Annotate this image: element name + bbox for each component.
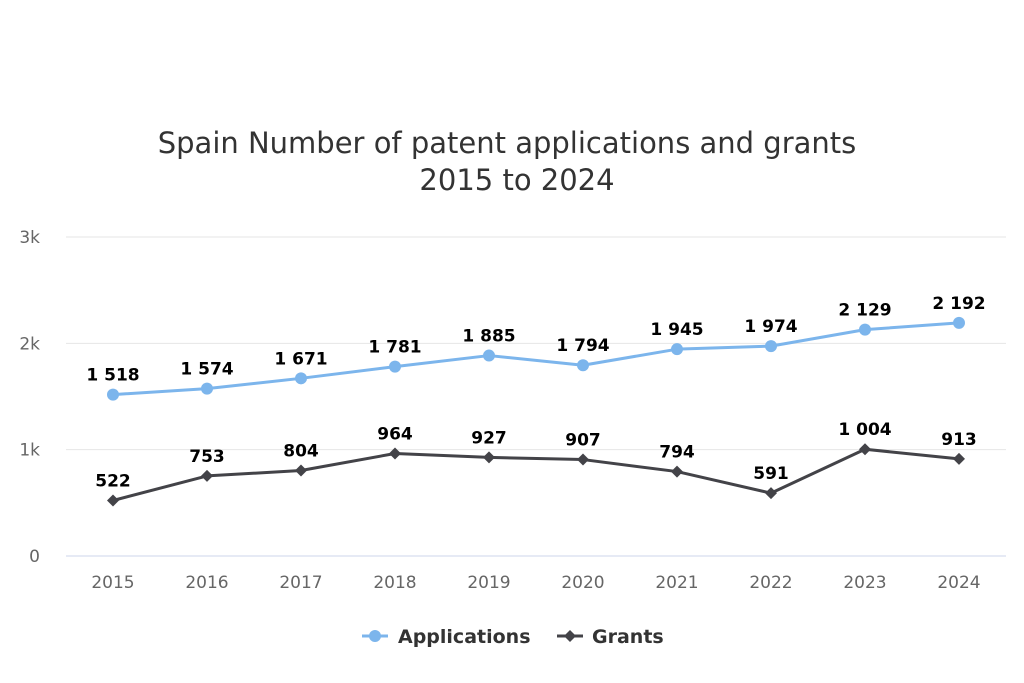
x-tick-label: 2021 — [655, 573, 698, 593]
applications-point — [389, 360, 401, 373]
y-tick-label: 2k — [19, 334, 40, 354]
x-tick-label: 2018 — [373, 573, 416, 593]
y-axis-ticks: 0 1k 2k 3k — [19, 228, 40, 567]
applications-data-label: 1 518 — [86, 366, 139, 386]
x-tick-label: 2020 — [561, 573, 604, 593]
grants-point — [201, 469, 213, 482]
applications-data-label: 1 794 — [556, 336, 609, 356]
x-tick-label: 2016 — [185, 573, 228, 593]
x-axis-ticks: 2015 2016 2017 2018 2019 2020 2021 2022 2023 2024 — [91, 573, 980, 593]
grants-data-label: 964 — [377, 424, 413, 444]
applications-data-label: 1 671 — [274, 349, 327, 369]
legend[interactable]: Applications Grants — [362, 626, 664, 648]
applications-point — [765, 340, 777, 353]
grants-point — [107, 494, 119, 507]
grants-data-label: 1 004 — [838, 420, 891, 440]
grants-point — [953, 452, 965, 465]
grants-data-label: 753 — [189, 447, 225, 467]
y-tick-label: 0 — [29, 547, 40, 567]
grants-series-line — [111, 447, 961, 502]
x-tick-label: 2019 — [467, 573, 510, 593]
chart-title: Spain Number of patent applications and … — [158, 126, 857, 160]
grants-legend-marker — [564, 630, 576, 642]
series-group: 1 518 1 574 1 671 1 781 1 885 1 794 1 945 1 974… — [86, 294, 986, 507]
grants-data-label: 591 — [753, 464, 789, 484]
applications-point — [483, 349, 495, 362]
applications-legend-label: Applications — [398, 626, 531, 648]
applications-point — [953, 316, 965, 329]
grants-point — [765, 487, 777, 500]
applications-point — [295, 372, 307, 385]
applications-data-label: 2 192 — [932, 294, 985, 314]
x-tick-label: 2015 — [91, 573, 134, 593]
applications-point — [671, 343, 683, 356]
applications-point — [577, 359, 589, 372]
grants-data-label: 794 — [659, 443, 695, 463]
applications-point — [859, 323, 871, 336]
grants-point — [577, 453, 589, 466]
applications-point — [201, 382, 213, 395]
y-tick-label: 3k — [19, 228, 40, 248]
applications-data-label: 2 129 — [838, 301, 891, 321]
grants-data-label: 913 — [941, 430, 977, 450]
grants-data-label: 804 — [283, 442, 319, 462]
grants-point — [859, 443, 871, 456]
applications-data-label: 1 945 — [650, 320, 703, 340]
grants-data-label: 522 — [95, 471, 131, 491]
applications-point — [107, 388, 119, 401]
chart-subtitle: 2015 to 2024 — [419, 163, 614, 197]
grants-point — [295, 464, 307, 477]
applications-data-label: 1 574 — [180, 360, 233, 380]
applications-data-label: 1 974 — [744, 317, 797, 337]
grants-data-label: 907 — [565, 431, 601, 451]
grants-data-label: 927 — [471, 428, 507, 448]
legend-item-grants[interactable]: Grants — [557, 626, 664, 648]
applications-data-label: 1 781 — [368, 338, 421, 358]
x-tick-label: 2023 — [843, 573, 886, 593]
applications-series-line — [111, 321, 961, 397]
applications-data-label: 1 885 — [462, 327, 515, 347]
legend-item-applications[interactable]: Applications — [362, 626, 531, 648]
grants-point — [483, 451, 495, 464]
y-tick-label: 1k — [19, 441, 40, 461]
x-tick-label: 2017 — [279, 573, 322, 593]
grid-lines — [66, 236, 1006, 557]
x-tick-label: 2022 — [749, 573, 792, 593]
applications-legend-marker — [369, 630, 381, 642]
grants-point — [389, 447, 401, 460]
x-tick-label: 2024 — [937, 573, 980, 593]
grants-legend-label: Grants — [592, 626, 664, 648]
grants-point — [671, 465, 683, 478]
